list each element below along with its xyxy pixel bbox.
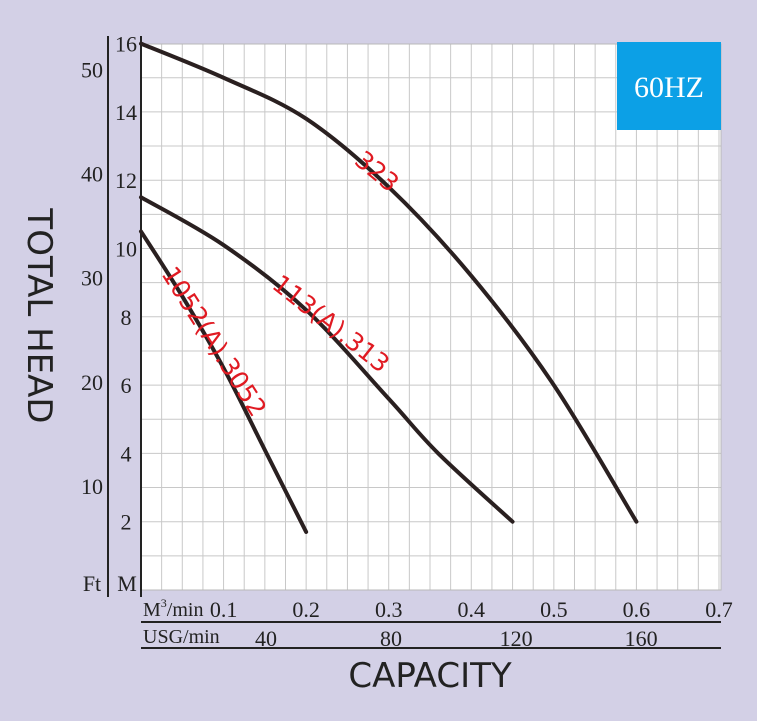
y-tick-label-m: 12 <box>115 168 137 193</box>
x-tick-label-usg: 40 <box>255 626 277 651</box>
frequency-badge-label: 60HZ <box>634 71 704 104</box>
y-tick-label-ft: 40 <box>81 162 103 187</box>
y-tick-label-m: 16 <box>115 32 137 57</box>
x-unit-label-usg: USG/min <box>143 626 220 648</box>
x-axis: 0.1 0.2 0.3 0.4 0.5 0.6 0.7 40 80 120 160 M3/min USG… <box>141 596 733 651</box>
curve-1052a-3052 <box>139 229 309 534</box>
y-unit-label-ft: Ft <box>83 571 101 596</box>
x-tick-label-m3: 0.3 <box>375 597 403 622</box>
frequency-badge <box>617 42 721 130</box>
y-tick-label-ft: 30 <box>81 266 103 291</box>
x-tick-label-m3: 0.2 <box>292 597 320 622</box>
x-unit-label-m3: M3/min <box>143 596 203 621</box>
x-tick-label-m3: 0.4 <box>458 597 486 622</box>
y-tick-label-ft: 10 <box>81 474 103 499</box>
y-axis: 2 4 6 8 10 12 14 16 10 20 30 40 50 M Ft <box>81 32 142 597</box>
x-tick-label-m3: 0.6 <box>623 597 651 622</box>
y-tick-label-m: 2 <box>121 510 132 535</box>
x-tick-label-m3: 0.1 <box>210 597 238 622</box>
y-tick-label-m: 14 <box>115 100 137 125</box>
x-tick-label-usg: 120 <box>500 626 533 651</box>
x-tick-label-m3: 0.7 <box>705 597 733 622</box>
x-axis-title: CAPACITY <box>348 656 512 696</box>
y-tick-label-ft: 20 <box>81 370 103 395</box>
curve-113a-313 <box>139 195 515 524</box>
y-unit-label-m: M <box>117 571 137 596</box>
y-tick-label-m: 10 <box>115 237 137 262</box>
x-tick-label-usg: 160 <box>625 626 658 651</box>
y-tick-label-ft: 50 <box>81 58 103 83</box>
y-tick-label-m: 4 <box>121 441 132 466</box>
y-tick-label-m: 6 <box>121 373 132 398</box>
x-tick-label-m3: 0.5 <box>540 597 568 622</box>
curve-323 <box>139 41 639 524</box>
y-axis-title: TOTAL HEAD <box>19 207 59 423</box>
y-tick-label-m: 8 <box>121 305 132 330</box>
x-tick-label-usg: 80 <box>380 626 402 651</box>
